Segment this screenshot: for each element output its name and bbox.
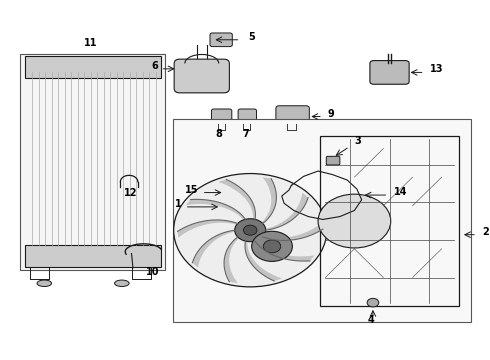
FancyBboxPatch shape <box>238 109 257 126</box>
Circle shape <box>316 213 325 220</box>
Polygon shape <box>263 222 323 240</box>
Polygon shape <box>218 179 255 219</box>
Circle shape <box>234 183 261 203</box>
Text: 12: 12 <box>124 188 138 198</box>
Bar <box>320 136 459 306</box>
Text: 11: 11 <box>84 37 97 48</box>
Polygon shape <box>266 193 308 230</box>
Ellipse shape <box>37 280 51 287</box>
Circle shape <box>252 231 293 261</box>
Bar <box>20 54 166 270</box>
FancyBboxPatch shape <box>370 60 409 84</box>
Polygon shape <box>224 237 239 283</box>
Polygon shape <box>193 230 235 267</box>
Text: 5: 5 <box>248 32 254 42</box>
Circle shape <box>242 188 254 197</box>
Text: 14: 14 <box>394 187 408 197</box>
Circle shape <box>263 240 281 253</box>
Text: 6: 6 <box>151 61 158 71</box>
Polygon shape <box>255 240 315 261</box>
Text: 3: 3 <box>354 136 361 146</box>
Circle shape <box>328 173 337 180</box>
Text: 10: 10 <box>146 267 160 277</box>
Text: 13: 13 <box>430 64 443 75</box>
FancyBboxPatch shape <box>276 106 309 127</box>
Polygon shape <box>186 199 245 220</box>
Text: 9: 9 <box>327 108 334 118</box>
Circle shape <box>244 225 257 235</box>
Circle shape <box>173 174 327 287</box>
Polygon shape <box>262 177 276 224</box>
FancyBboxPatch shape <box>212 109 232 126</box>
Circle shape <box>347 192 356 198</box>
Bar <box>172 119 471 321</box>
Polygon shape <box>177 220 238 238</box>
Circle shape <box>294 175 303 181</box>
Ellipse shape <box>115 280 129 287</box>
Text: 2: 2 <box>482 227 489 237</box>
Text: 15: 15 <box>185 185 198 194</box>
Text: 4: 4 <box>367 315 374 325</box>
Bar <box>25 56 161 78</box>
Text: 8: 8 <box>216 129 222 139</box>
FancyBboxPatch shape <box>174 59 229 93</box>
Polygon shape <box>245 241 282 281</box>
Circle shape <box>318 194 391 248</box>
FancyBboxPatch shape <box>210 33 232 46</box>
FancyBboxPatch shape <box>220 176 278 213</box>
Circle shape <box>235 219 266 242</box>
Text: 1: 1 <box>175 199 182 209</box>
Text: 7: 7 <box>242 129 249 139</box>
Bar <box>25 245 161 267</box>
FancyBboxPatch shape <box>326 156 340 165</box>
Circle shape <box>367 298 379 307</box>
